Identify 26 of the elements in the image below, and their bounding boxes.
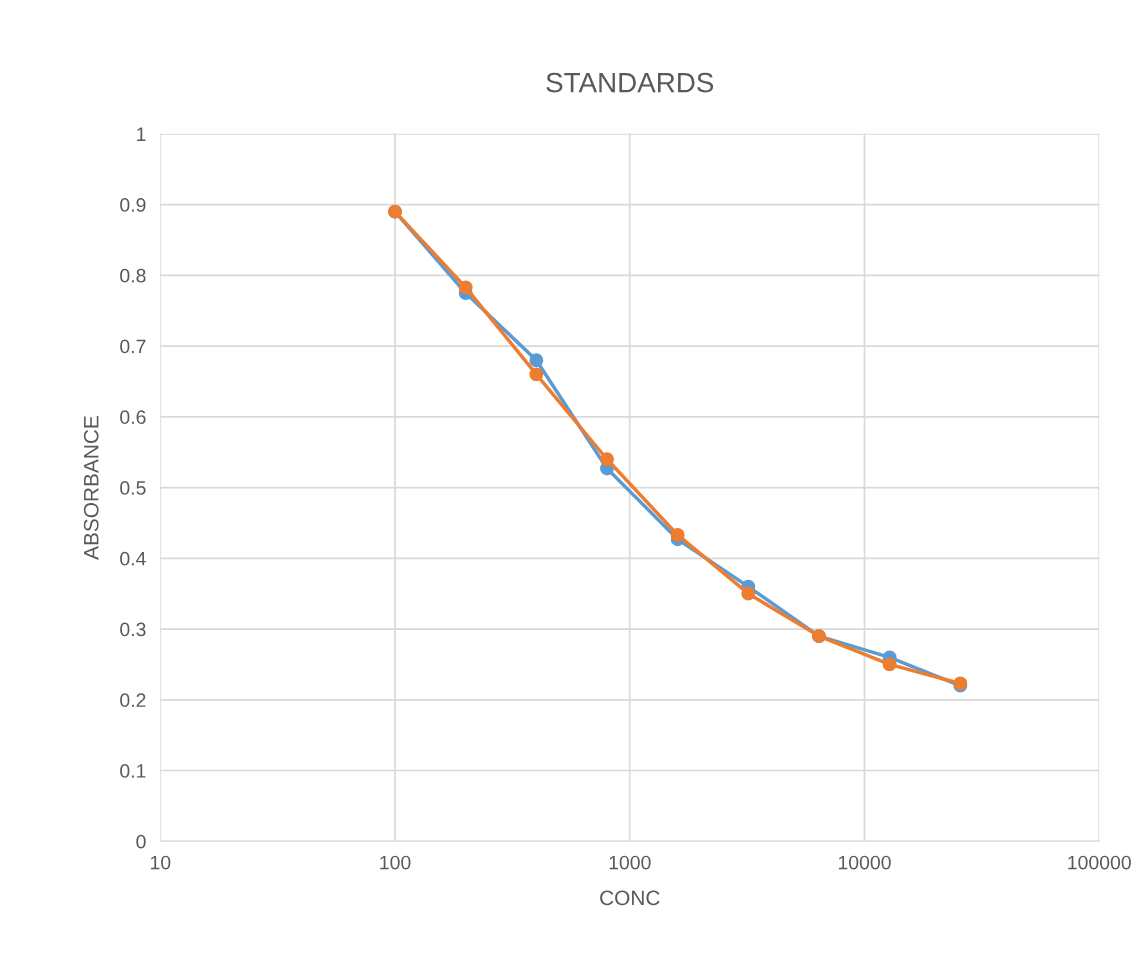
x-tick-label: 10000 <box>838 855 891 870</box>
y-tick-label: 0.1 <box>120 764 146 778</box>
y-tick-label: 0.6 <box>120 410 146 425</box>
x-tick-label: 10 <box>150 855 171 870</box>
x-tick-label: 1000 <box>609 855 651 870</box>
y-tick-label: 0 <box>136 834 146 849</box>
x-tick-label: 100 <box>380 855 411 870</box>
y-tick-label: 0.3 <box>120 622 146 637</box>
point <box>529 367 544 382</box>
y-tick-label: 0.9 <box>120 198 146 212</box>
point <box>741 586 756 601</box>
y-tick-label: 0.5 <box>120 481 146 495</box>
point <box>882 657 897 672</box>
y-tick-label: 0.7 <box>120 339 146 354</box>
y-axis-title: ABSORBANCE <box>83 416 99 560</box>
point <box>600 452 614 467</box>
x-tick-label: 100000 <box>1068 855 1131 870</box>
y-tick-label: 0.4 <box>120 551 146 566</box>
y-tick-label: 0.2 <box>120 693 146 708</box>
point <box>458 280 473 295</box>
y-tick-label: 1 <box>137 127 146 141</box>
chart-title: STANDARDS <box>546 72 714 93</box>
x-axis-title: CONC <box>600 890 660 906</box>
point <box>529 353 544 368</box>
y-tick-label: 0.8 <box>120 268 146 283</box>
point <box>670 528 685 542</box>
